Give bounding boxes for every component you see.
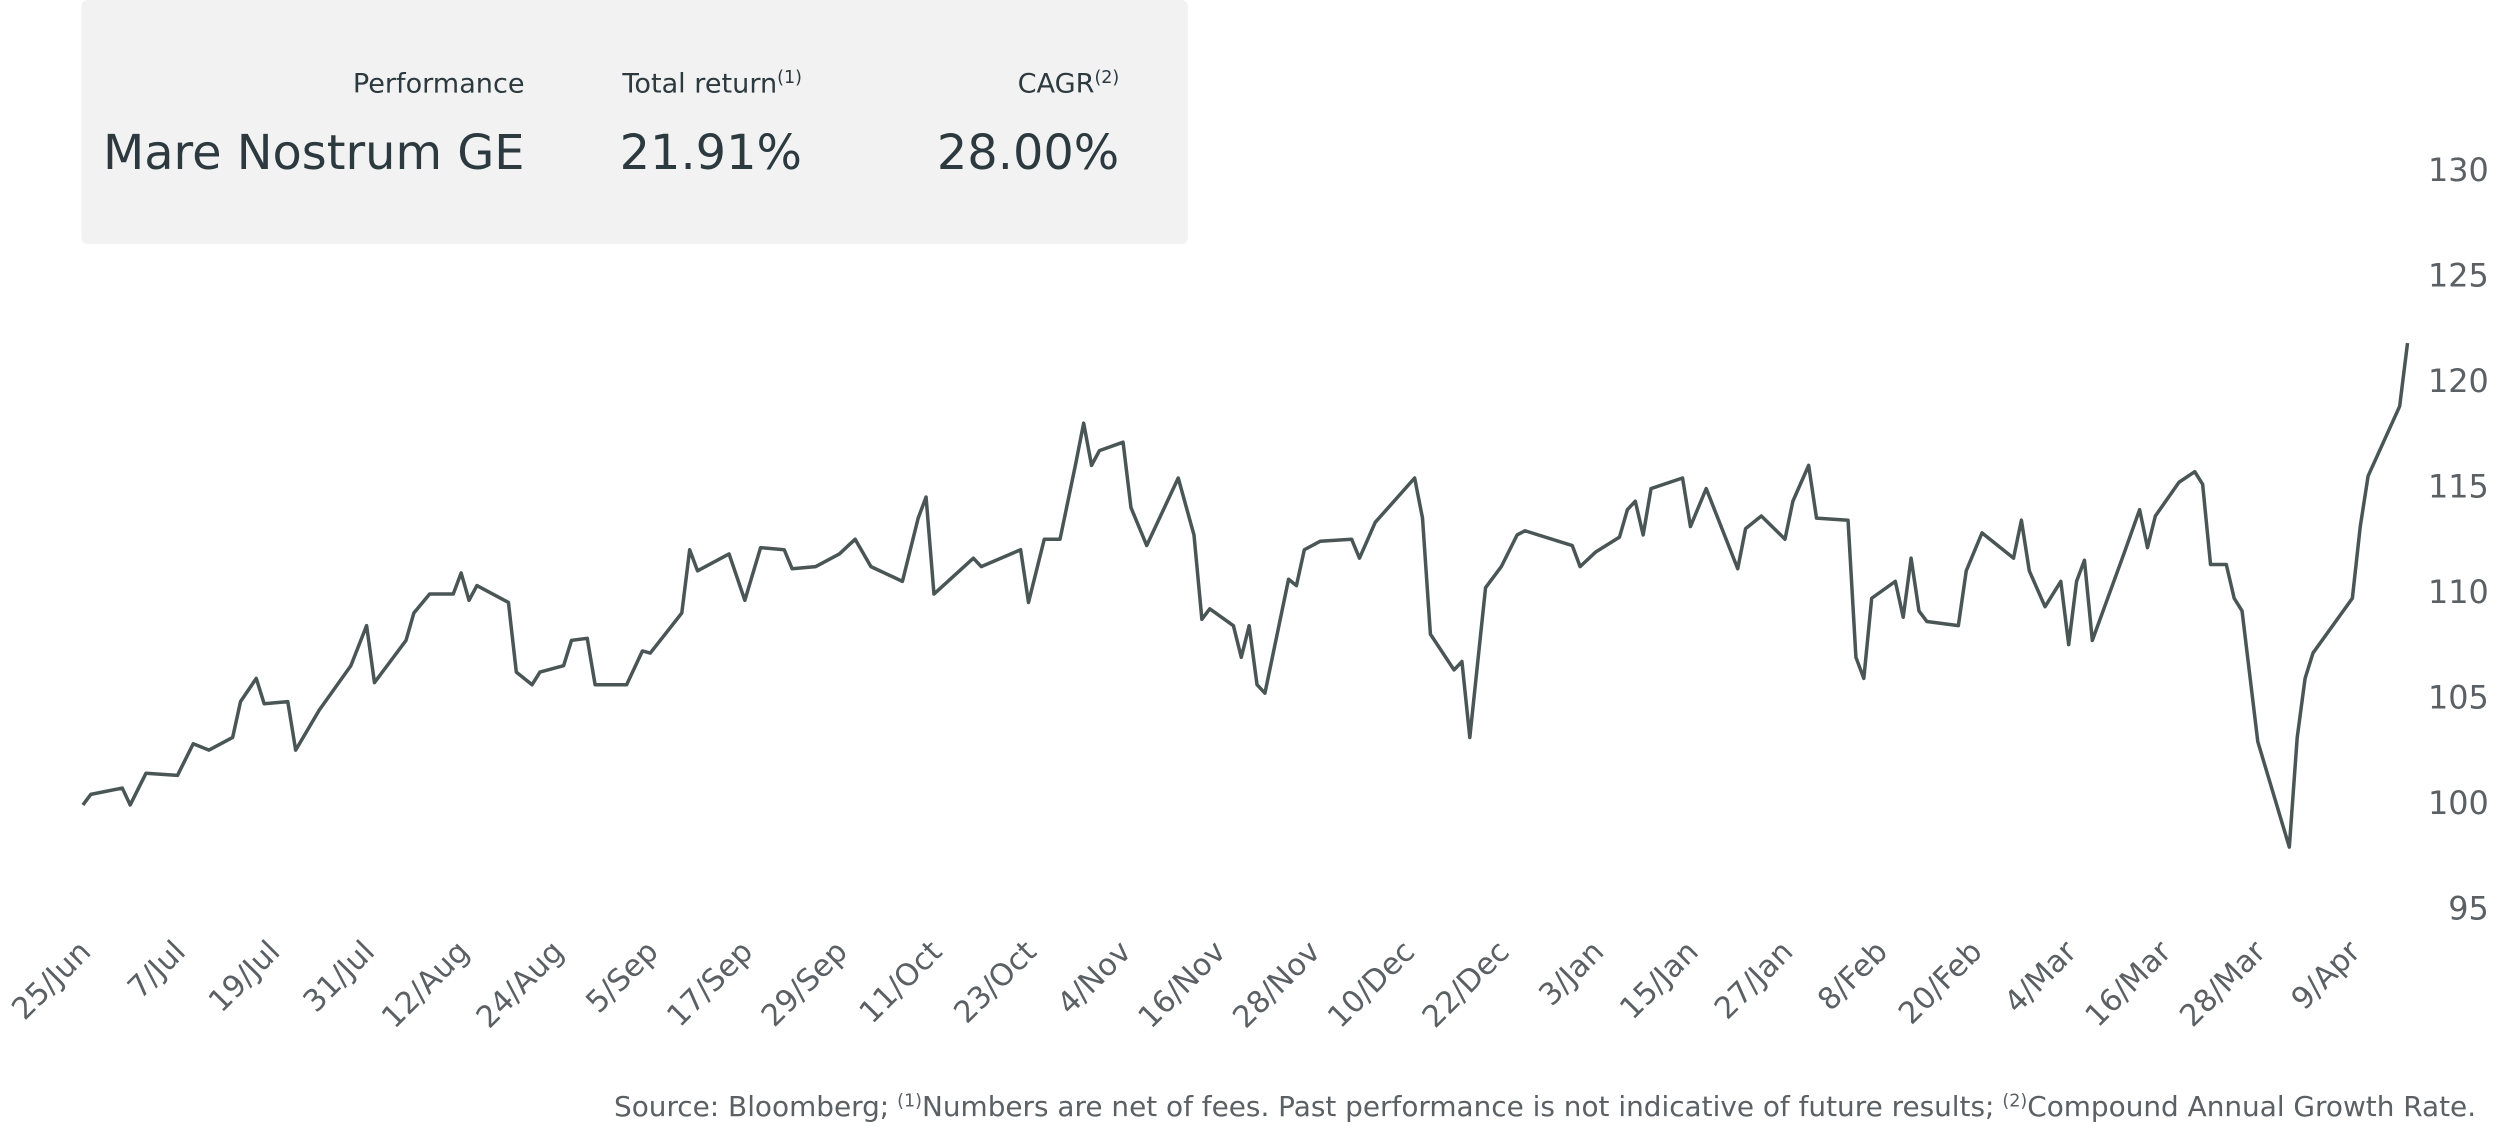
x-tick-label: 4/Nov (1051, 934, 1138, 1021)
x-tick-label: 19/Jul (202, 934, 287, 1019)
y-tick-label: 115 (2428, 468, 2489, 506)
footnote-mark: (2) (2002, 1092, 2027, 1112)
x-tick-label: 17/Sep (660, 934, 760, 1034)
y-tick-label: 120 (2428, 362, 2489, 400)
column-label-text: Total return (621, 68, 777, 99)
column-value: 28.00% (937, 126, 1119, 181)
column-label: CAGR(2) (1018, 68, 1120, 100)
y-tick-label: 100 (2428, 784, 2489, 822)
x-tick-label: 31/Jul (297, 934, 382, 1019)
x-tick-label: 29/Sep (755, 934, 855, 1034)
x-tick-label: 16/Mar (2079, 934, 2179, 1034)
y-tick-label: 125 (2428, 257, 2489, 295)
x-tick-label: 15/Jan (1613, 934, 1705, 1026)
x-tick-label: 4/Mar (1998, 934, 2084, 1020)
x-tick-label: 24/Aug (470, 934, 571, 1035)
footnote: Source: Bloomberg; (1)Numbers are net of … (614, 1090, 2476, 1123)
x-tick-label: 9/Apr (2285, 934, 2368, 1017)
x-tick-label: 7/Jul (121, 934, 192, 1005)
x-tick-label: 27/Jan (1708, 934, 1800, 1026)
column-note: (2) (1094, 68, 1119, 88)
panel-header: Performance (353, 68, 525, 99)
x-tick-label: 8/Feb (1811, 934, 1895, 1018)
fund-name: Mare Nostrum GE (103, 126, 525, 181)
footnote-text: Compound Annual Growth Rate. (2027, 1090, 2476, 1123)
x-tick-label: 12/Aug (375, 934, 476, 1035)
performance-panel (81, 0, 1188, 244)
column-label: Total return(1) (621, 68, 802, 100)
y-tick-label: 130 (2428, 151, 2489, 189)
x-tick-label: 16/Nov (1132, 934, 1233, 1035)
y-tick-label: 105 (2428, 678, 2489, 716)
y-tick-label: 95 (2448, 889, 2489, 927)
column-value: 21.91% (620, 126, 802, 181)
x-tick-label: 22/Dec (1416, 934, 1517, 1035)
footnote-mark: (1) (897, 1092, 922, 1112)
x-tick-label: 28/Nov (1226, 934, 1327, 1035)
column-note: (1) (777, 68, 802, 88)
y-tick-label: 110 (2428, 573, 2489, 611)
x-tick-label: 25/Jun (5, 934, 98, 1027)
x-tick-label: 10/Dec (1321, 934, 1422, 1035)
x-tick-label: 5/Sep (580, 934, 666, 1020)
footnote-text: Numbers are net of fees. Past performanc… (922, 1090, 1994, 1123)
x-tick-label: 20/Feb (1892, 934, 1989, 1031)
x-tick-label: 23/Oct (948, 934, 1044, 1030)
x-tick-label: 3/Jan (1533, 934, 1612, 1013)
x-tick-label: 28/Mar (2173, 934, 2273, 1034)
price-line (81, 342, 2410, 849)
column-label-text: CAGR (1018, 68, 1095, 99)
footnote-source: Source: Bloomberg; (614, 1090, 889, 1123)
x-tick-label: 11/Oct (853, 934, 949, 1030)
